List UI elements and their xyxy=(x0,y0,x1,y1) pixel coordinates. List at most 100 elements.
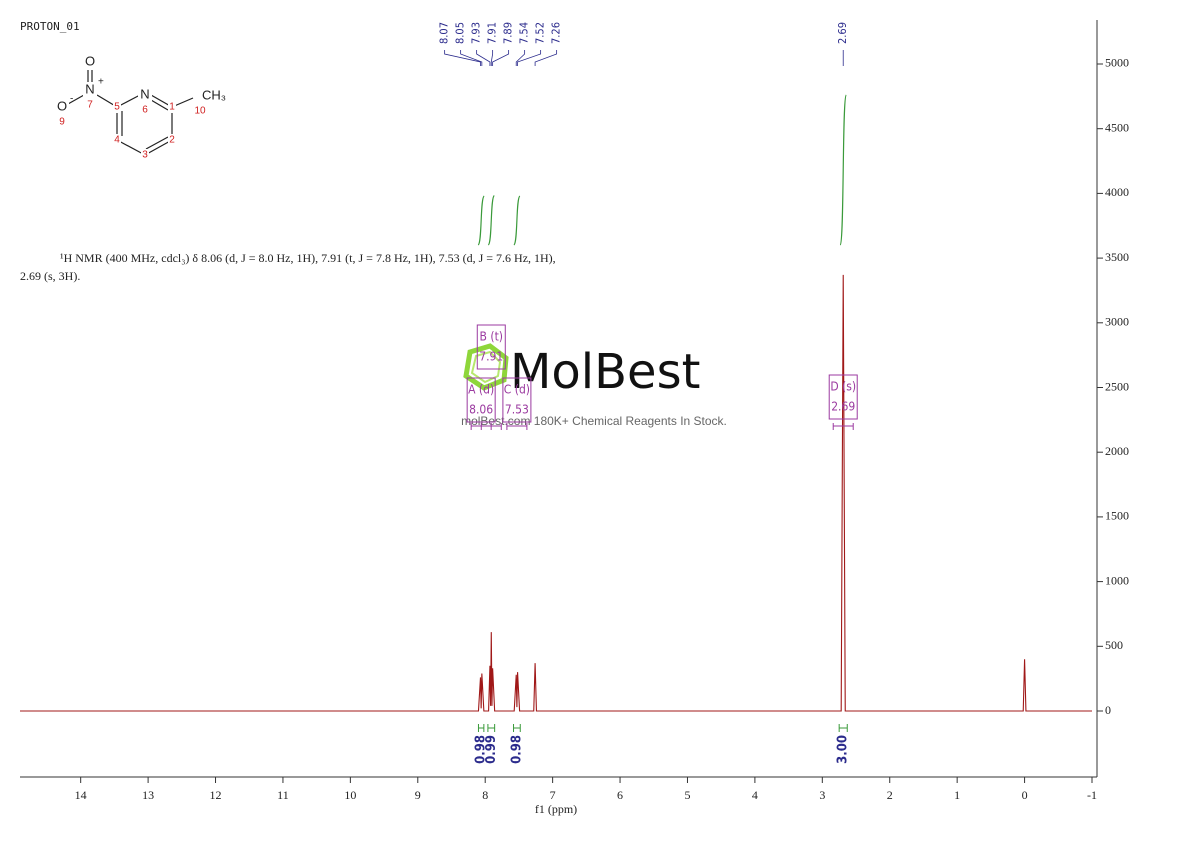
peak-label: 7.89 xyxy=(502,22,515,44)
y-tick-label: 2500 xyxy=(1105,379,1129,393)
y-tick-label: 4000 xyxy=(1105,185,1129,199)
integral-label: 0.98 xyxy=(474,735,489,764)
peak-label: 7.91 xyxy=(486,22,499,44)
integral-curve xyxy=(477,195,485,246)
multiplet-shift: 2.69 xyxy=(831,400,855,414)
x-tick-label: 13 xyxy=(142,788,154,802)
atom-bg xyxy=(83,82,97,98)
atom-bg xyxy=(201,88,227,104)
multiplet-box xyxy=(466,377,496,423)
peak-label: 8.07 xyxy=(438,22,451,44)
chart-title: PROTON_01 xyxy=(20,20,80,33)
y-tick-label: 1500 xyxy=(1105,509,1129,523)
x-tick-label: -1 xyxy=(1087,788,1097,802)
x-tick-label: 6 xyxy=(617,788,623,802)
watermark-brand: MolBest xyxy=(510,344,700,400)
x-axis-label: f1 (ppm) xyxy=(535,802,577,816)
x-tick-label: 3 xyxy=(819,788,825,802)
atom-number: 6 xyxy=(142,105,148,116)
peak-leader xyxy=(492,50,510,66)
multiplet-box xyxy=(828,374,858,420)
atom-number: 1 xyxy=(169,102,175,113)
peak-leader xyxy=(515,50,526,66)
peak-leader xyxy=(476,50,491,66)
peak-label: 7.93 xyxy=(470,22,483,44)
y-tick-label: 1000 xyxy=(1105,573,1129,587)
atom-bg xyxy=(113,101,121,113)
y-tick-label: 3500 xyxy=(1105,250,1129,264)
atom-bg xyxy=(138,87,152,103)
x-tick-label: 4 xyxy=(752,788,758,802)
peak-label: 7.26 xyxy=(550,22,563,44)
multiplet-shift: 7.53 xyxy=(505,403,529,417)
x-tick-label: 1 xyxy=(954,788,960,802)
peak-label: 2.69 xyxy=(836,22,849,44)
atom-number: 9 xyxy=(59,117,65,128)
atom-symbol: O xyxy=(85,53,95,68)
x-tick-label: 10 xyxy=(344,788,356,802)
spectrum-line xyxy=(20,274,1092,712)
y-tick-label: 3000 xyxy=(1105,315,1129,329)
description-line: ¹H NMR (400 MHz, cdcl₃) δ 8.06 (d, J = 8… xyxy=(60,251,556,265)
atom-charge: + xyxy=(98,77,104,88)
multiplet-label: D (s) xyxy=(830,380,856,394)
multiplet-shift: 8.06 xyxy=(469,403,493,417)
atom-number: 4 xyxy=(114,135,120,146)
y-tick-label: 0 xyxy=(1105,703,1111,717)
atom-bg xyxy=(83,54,97,70)
y-tick-label: 4500 xyxy=(1105,120,1129,134)
description-line: 2.69 (s, 3H). xyxy=(20,269,80,283)
x-tick-label: 11 xyxy=(277,788,289,802)
peak-leader xyxy=(460,50,483,66)
atom-charge: - xyxy=(70,94,73,105)
atom-number: 2 xyxy=(169,135,175,146)
x-tick-label: 14 xyxy=(75,788,87,802)
multiplet-label: B (t) xyxy=(480,330,504,344)
atom-symbol: N xyxy=(85,81,94,96)
atom-bg xyxy=(113,134,121,146)
multiplet-range xyxy=(832,423,854,430)
x-tick-label: 12 xyxy=(210,788,222,802)
x-tick-label: 7 xyxy=(550,788,556,802)
peak-label: 8.05 xyxy=(454,22,467,44)
atom-bg xyxy=(55,99,69,115)
atom-symbol: O xyxy=(57,98,67,113)
peak-leader xyxy=(534,50,558,66)
multiplet-label: C (d) xyxy=(504,383,530,397)
atom-number: 7 xyxy=(87,100,93,111)
atom-number: 10 xyxy=(194,106,206,117)
peak-leader xyxy=(444,50,481,66)
peak-label: 7.52 xyxy=(534,22,547,44)
atom-symbol: CH₃ xyxy=(202,87,226,102)
y-tick-label: 500 xyxy=(1105,638,1123,652)
integral-label: 0.99 xyxy=(484,735,499,764)
peak-label: 7.54 xyxy=(518,22,531,44)
atom-symbol: N xyxy=(140,86,149,101)
integral-range xyxy=(477,724,485,732)
watermark-logo xyxy=(463,343,509,391)
atom-number: 3 xyxy=(142,150,148,161)
x-tick-label: 8 xyxy=(482,788,488,802)
atom-number: 5 xyxy=(114,102,120,113)
integral-curve xyxy=(839,94,847,246)
y-tick-label: 2000 xyxy=(1105,444,1129,458)
multiplet-range xyxy=(506,423,528,430)
integral-curve xyxy=(487,194,495,246)
x-tick-label: 9 xyxy=(415,788,421,802)
peak-leader xyxy=(490,50,494,66)
multiplet-box xyxy=(476,324,506,370)
atom-bg xyxy=(168,134,176,146)
multiplet-label: A (d) xyxy=(468,383,494,397)
integral-range xyxy=(513,724,521,732)
y-tick-label: 5000 xyxy=(1105,56,1129,70)
integral-label: 3.00 xyxy=(836,735,851,764)
multiplet-box xyxy=(502,377,532,423)
atom-bg xyxy=(141,149,149,161)
integral-label: 0.98 xyxy=(509,735,524,764)
atom-bg xyxy=(168,101,176,113)
x-tick-label: 2 xyxy=(887,788,893,802)
multiplet-shift: 7.91 xyxy=(479,350,503,364)
integral-range xyxy=(838,724,848,732)
x-tick-label: 5 xyxy=(684,788,690,802)
